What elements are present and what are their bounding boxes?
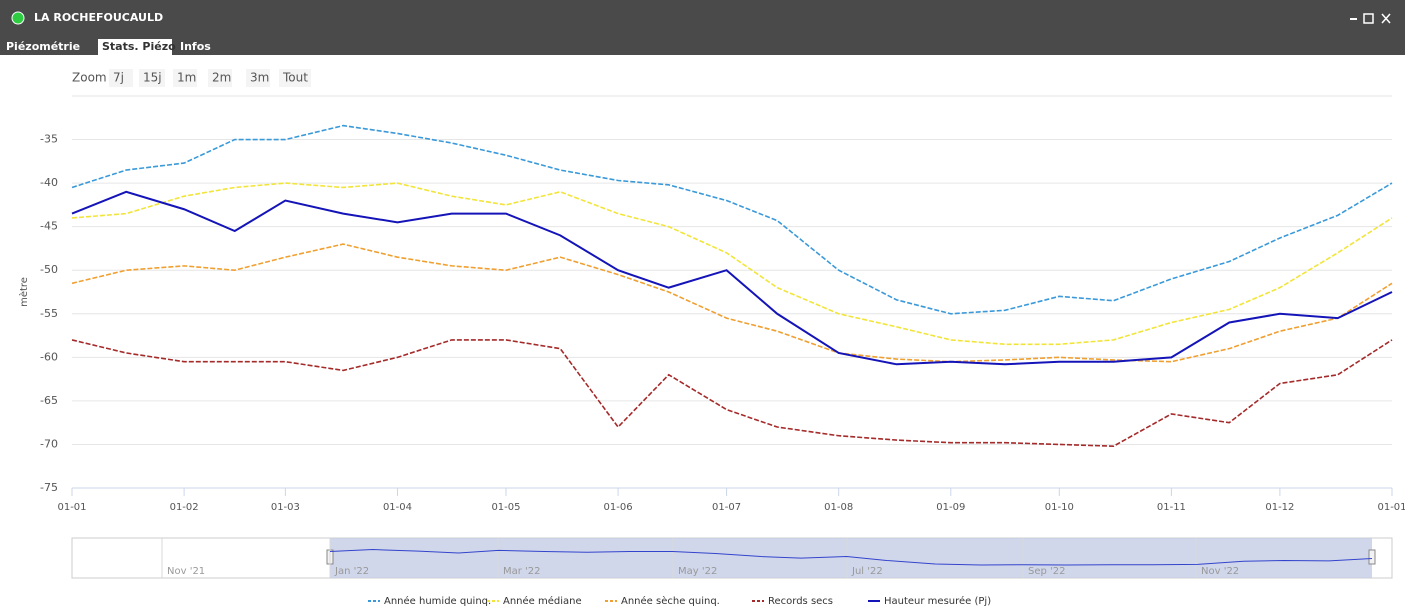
y-tick-label: -35	[40, 133, 58, 146]
tab[interactable]: Stats. Piézo	[102, 40, 176, 53]
y-tick-label: -45	[40, 220, 58, 233]
zoom-button[interactable]: 3m	[250, 71, 269, 85]
close-button[interactable]	[1381, 13, 1391, 24]
navigator-label: Jan '22	[334, 566, 369, 577]
navigator-selection[interactable]	[330, 538, 1372, 578]
zoom-button[interactable]: Tout	[282, 71, 308, 85]
navigator-label: Jul '22	[851, 566, 883, 577]
x-tick-label: 01-11	[1157, 502, 1186, 513]
series-line	[71, 182, 1393, 346]
title-bar	[0, 0, 1405, 55]
zoom-button[interactable]: 1m	[177, 71, 196, 85]
maximize-button[interactable]	[1363, 13, 1374, 24]
x-tick-label: 01-12	[1265, 502, 1294, 513]
zoom-button-bg[interactable]	[173, 69, 197, 87]
zoom-button-bg[interactable]	[208, 69, 232, 87]
navigator-handle[interactable]	[1368, 549, 1376, 565]
x-tick-label: 01-01	[57, 502, 86, 513]
zoom-label: Zoom	[72, 71, 107, 85]
y-tick-label: -50	[40, 263, 58, 276]
x-tick-label: 01-04	[383, 502, 412, 513]
x-tick-label: 01-03	[271, 502, 300, 513]
navigator-label: May '22	[678, 566, 717, 577]
y-tick-label: -70	[40, 437, 58, 450]
zoom-button-bg[interactable]	[139, 69, 165, 87]
zoom-button[interactable]: 2m	[212, 71, 231, 85]
x-tick-label: 01-07	[712, 502, 741, 513]
x-tick-label: 01-06	[604, 502, 633, 513]
active-tab-bg	[98, 39, 172, 55]
zoom-button[interactable]: 15j	[143, 71, 162, 85]
y-tick-label: -60	[40, 350, 58, 363]
x-tick-label: 01-02	[170, 502, 199, 513]
y-tick-label: -65	[40, 394, 58, 407]
x-tick-label: 01-08	[824, 502, 853, 513]
tab[interactable]: Piézométrie	[6, 40, 80, 53]
navigator-line	[329, 549, 1373, 566]
x-tick-label: 01-09	[936, 502, 965, 513]
y-tick-label: -40	[40, 176, 58, 189]
zoom-button[interactable]: 7j	[113, 71, 124, 85]
legend-label[interactable]: Année humide quinq.	[384, 595, 491, 607]
legend-label[interactable]: Année médiane	[503, 595, 582, 607]
status-dot	[11, 11, 25, 25]
legend-label[interactable]: Records secs	[768, 596, 833, 607]
y-tick-label: -55	[40, 307, 58, 320]
series-line	[71, 190, 1393, 366]
series-line	[71, 339, 1393, 447]
series-line	[71, 243, 1393, 363]
y-axis-label: mètre	[18, 277, 30, 307]
navigator-label: Sep '22	[1028, 566, 1066, 577]
y-tick-label: -75	[40, 481, 58, 494]
tab[interactable]: Infos	[180, 40, 211, 53]
x-tick-label: 01-01	[1377, 502, 1405, 513]
zoom-button-bg[interactable]	[109, 69, 133, 87]
legend-label[interactable]: Hauteur mesurée (Pj)	[884, 595, 991, 607]
zoom-button-bg[interactable]	[246, 69, 270, 87]
window-title: LA ROCHEFOUCAULD	[34, 11, 163, 24]
navigator-label: Mar '22	[503, 566, 541, 577]
zoom-button-bg[interactable]	[279, 69, 311, 87]
x-tick-label: 01-10	[1045, 502, 1074, 513]
navigator-label: Nov '22	[1201, 566, 1239, 577]
series-line	[71, 124, 1393, 315]
legend-label[interactable]: Année sèche quinq.	[621, 595, 720, 607]
x-tick-label: 01-05	[491, 502, 520, 513]
navigator-label: Nov '21	[167, 566, 205, 577]
